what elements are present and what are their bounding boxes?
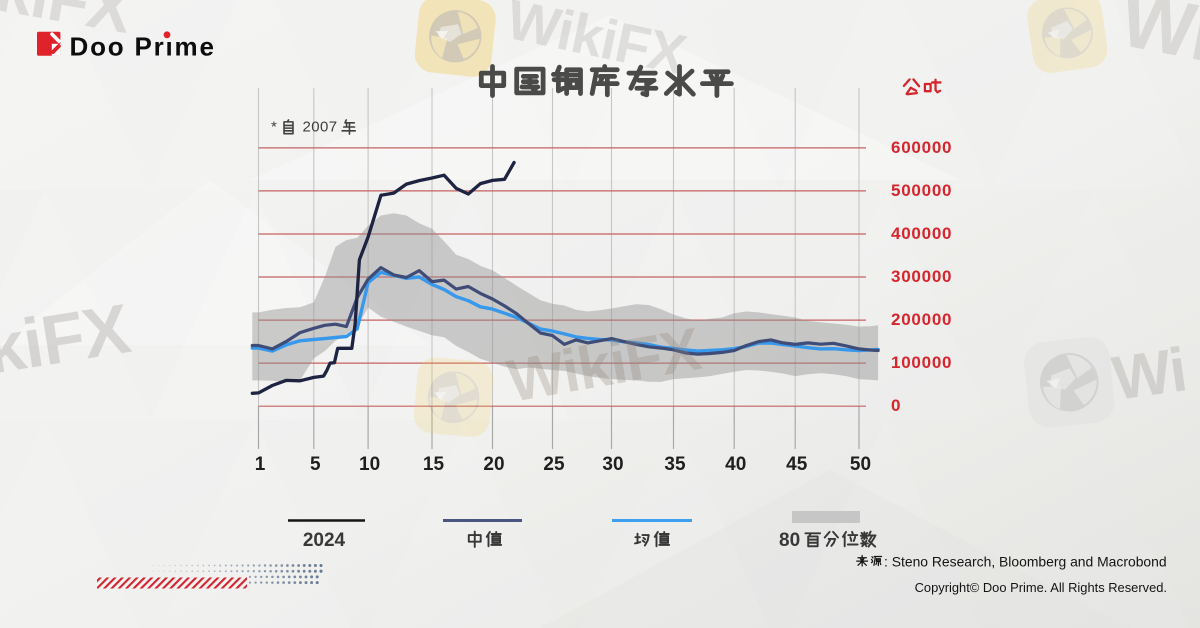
- svg-text:Copyright© Doo Prime. All Righ: Copyright© Doo Prime. All Rights Reserve…: [915, 580, 1167, 595]
- svg-text:2024: 2024: [303, 530, 346, 551]
- svg-text:400000: 400000: [891, 224, 952, 243]
- svg-text:25: 25: [543, 454, 565, 475]
- svg-text:: Steno Research, Bloomberg an: : Steno Research, Bloomberg and Macrobon…: [884, 554, 1167, 570]
- svg-text:Doo Prıme: Doo Prıme: [70, 31, 216, 61]
- svg-text:15: 15: [423, 454, 445, 475]
- svg-text:100000: 100000: [891, 353, 952, 372]
- svg-text:Wi: Wi: [1108, 335, 1190, 414]
- svg-text:45: 45: [786, 454, 808, 475]
- svg-text:500000: 500000: [891, 181, 952, 200]
- svg-text:*: *: [271, 119, 277, 136]
- svg-text:20: 20: [483, 454, 504, 475]
- svg-text:0: 0: [891, 396, 901, 415]
- svg-text:35: 35: [664, 454, 686, 475]
- svg-text:1: 1: [255, 454, 266, 475]
- svg-text:600000: 600000: [891, 138, 952, 157]
- svg-text:50: 50: [850, 454, 871, 475]
- svg-text:200000: 200000: [891, 310, 952, 329]
- svg-text:80: 80: [779, 530, 800, 551]
- svg-text:30: 30: [602, 454, 623, 475]
- svg-text:5: 5: [310, 454, 321, 475]
- svg-text:2007: 2007: [303, 119, 338, 136]
- svg-text:300000: 300000: [891, 267, 952, 286]
- svg-text:10: 10: [359, 454, 380, 475]
- svg-text:40: 40: [725, 454, 746, 475]
